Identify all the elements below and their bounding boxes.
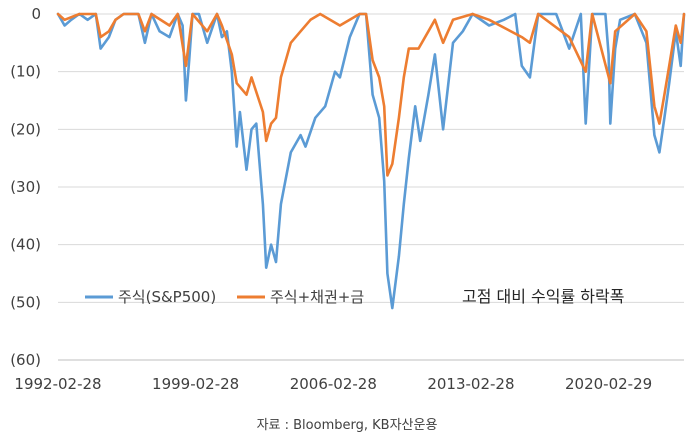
- x-tick-label: 2006-02-28: [290, 375, 377, 393]
- y-tick-label: (50): [10, 293, 41, 311]
- source-note: 자료 : Bloomberg, KB자산운용: [256, 418, 438, 433]
- y-axis-ticks: 0 (10) (20) (30) (40) (50) (60): [10, 5, 41, 369]
- y-tick-label: (20): [10, 120, 41, 138]
- x-tick-label: 1999-02-28: [152, 375, 239, 393]
- series-line-stock: [56, 12, 686, 310]
- y-tick-label: (10): [10, 63, 41, 81]
- x-axis-ticks: 1992-02-28 1999-02-28 2006-02-28 2013-02-28…: [14, 375, 652, 393]
- legend-label-mix: 주식+채권+금: [270, 288, 364, 306]
- legend: 주식(S&P500) 주식+채권+금: [85, 288, 364, 306]
- x-tick-label: 2020-02-29: [565, 375, 652, 393]
- series-line-mix: [56, 12, 686, 177]
- y-tick-label: (60): [10, 351, 41, 369]
- x-tick-label: 2013-02-28: [427, 375, 514, 393]
- x-tick-label: 1992-02-28: [14, 375, 101, 393]
- chart-annotation: 고점 대비 수익률 하락폭: [462, 287, 624, 306]
- y-tick-label: (40): [10, 236, 41, 254]
- y-tick-label: (30): [10, 178, 41, 196]
- legend-label-stock: 주식(S&P500): [118, 288, 216, 306]
- y-tick-label: 0: [31, 5, 41, 23]
- series-lines: [56, 12, 686, 310]
